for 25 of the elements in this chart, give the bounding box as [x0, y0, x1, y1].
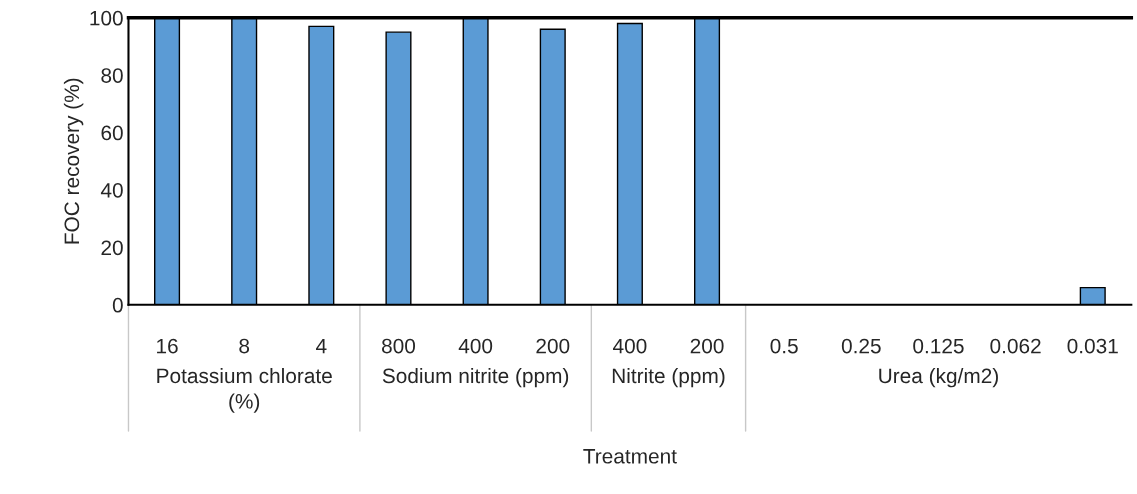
x-tick-label: 400 [458, 338, 493, 354]
x-tick-label: 0.25 [841, 338, 881, 354]
x-tick-label: 0.031 [1067, 338, 1118, 354]
x-tick-label: 400 [613, 338, 647, 354]
y-tick-label: 80 [101, 68, 123, 83]
x-tick-label: 0.062 [990, 338, 1041, 354]
text: Urea (kg/m2) [879, 367, 998, 388]
x-tick-label: 4 [316, 338, 327, 354]
x-tick-label: 200 [536, 338, 570, 354]
text: Potassium chlorate (%) [157, 367, 332, 413]
x-tick-label: 200 [690, 338, 724, 354]
y-tick-label: 100 [90, 10, 123, 26]
y-tick-label: 0 [112, 297, 123, 313]
x-tick-label: 8 [239, 338, 250, 354]
y-axis-title: FOC recovery (%) [63, 78, 84, 244]
y-tick-label: 60 [101, 125, 123, 141]
y-tick-label: 20 [101, 240, 123, 256]
x-tick-label: 16 [157, 338, 178, 354]
x-tick-label: 0.5 [770, 338, 798, 354]
x-tick-label: 0.125 [913, 338, 964, 354]
y-tick-label: 40 [100, 182, 123, 198]
text: Sodium nitrite (ppm) [382, 367, 569, 388]
x-axis-title: Treatment [583, 449, 677, 464]
text: Nitrite (ppm) [612, 367, 725, 388]
x-tick-label: 800 [382, 338, 416, 354]
